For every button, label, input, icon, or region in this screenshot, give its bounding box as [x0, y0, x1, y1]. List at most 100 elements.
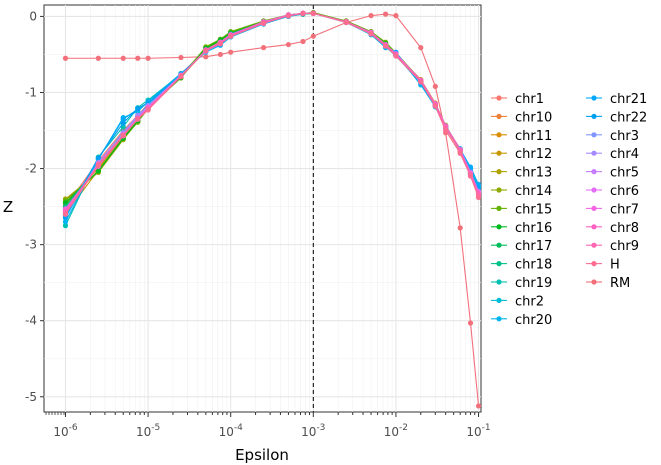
legend-item-chr11: chr11: [491, 129, 552, 144]
data-point-H: [475, 194, 482, 201]
series-H: [62, 10, 482, 217]
legend-item-chr19: chr19: [491, 276, 552, 291]
data-point-RM: [145, 55, 151, 61]
legend-key-point: [591, 187, 597, 193]
legend-key-point: [591, 224, 597, 230]
legend-item-chr2: chr2: [491, 294, 544, 309]
legend-key-point: [496, 261, 502, 267]
data-point-H: [145, 107, 151, 113]
legend-key-point: [591, 113, 597, 119]
legend-label: chr15: [515, 202, 552, 217]
legend-label: chr20: [515, 313, 552, 328]
data-point-RM: [217, 51, 223, 58]
legend-key-point: [591, 279, 597, 285]
data-point-RM: [260, 45, 267, 51]
legend-key-point: [496, 187, 502, 193]
legend-label: chr21: [610, 92, 647, 107]
panel-background: [43, 4, 482, 413]
data-point-H: [368, 31, 374, 37]
data-point-H: [62, 211, 69, 217]
data-point-H: [443, 127, 449, 134]
data-point-H: [178, 73, 184, 80]
x-tick-label: 10-4: [219, 423, 244, 439]
x-tick-label: 10-5: [136, 423, 160, 439]
legend-label: chr5: [610, 166, 639, 181]
data-point-H: [418, 79, 424, 85]
data-point-RM: [310, 33, 316, 39]
data-point-RM: [300, 38, 306, 45]
data-point-H: [285, 13, 292, 19]
legend-item-chr22: chr22: [586, 110, 647, 125]
data-point-chr22: [120, 120, 126, 126]
legend-item-chr4: chr4: [586, 147, 639, 162]
legend-key-point: [591, 205, 597, 211]
data-point-H: [300, 10, 306, 16]
legend-key-point: [591, 95, 597, 101]
legend-label: chr7: [610, 202, 639, 217]
data-point-RM: [62, 55, 69, 61]
legend-label: chr11: [515, 129, 552, 144]
legend-key-point: [496, 224, 502, 230]
data-point-chr20: [62, 219, 69, 225]
data-point-H: [457, 150, 463, 156]
legend-key-point: [496, 132, 502, 138]
legend-label: chr8: [610, 221, 639, 236]
y-tick-label: -1: [25, 85, 37, 99]
legend: chr1 chr10 chr11 chr12 chr13 chr14 chr15 chr16 c…: [491, 92, 647, 328]
legend-label: chr6: [610, 184, 639, 199]
data-point-H: [393, 53, 399, 59]
legend-key-point: [496, 279, 502, 285]
legend-label: H: [610, 258, 620, 273]
legend-item-chr9: chr9: [586, 239, 639, 254]
data-point-RM: [203, 54, 209, 60]
legend-item-chr8: chr8: [586, 221, 639, 236]
legend-item-chr7: chr7: [586, 202, 639, 217]
legend-item-chr18: chr18: [491, 258, 552, 273]
legend-label: chr1: [515, 92, 544, 107]
data-point-RM: [178, 54, 184, 61]
y-tick-label: -5: [25, 390, 37, 404]
axis-layer: 0 -1 -2 -3 -4 -5 10-6 10-5 10-4 10-3 10-2 10-1: [25, 9, 491, 439]
data-point-H: [260, 20, 267, 26]
legend-label: RM: [610, 276, 630, 291]
data-point-H: [217, 41, 223, 47]
data-point-H: [432, 103, 438, 109]
data-point-RM: [382, 11, 389, 17]
legend-label: chr12: [515, 147, 552, 162]
data-point-chr22: [135, 105, 141, 112]
data-point-H: [467, 173, 474, 179]
legend-item-chr15: chr15: [491, 202, 552, 217]
x-tick-label: 10-2: [384, 423, 408, 439]
legend-item-chr1: chr1: [491, 92, 544, 107]
data-point-RM: [418, 45, 424, 51]
legend-item-chr10: chr10: [491, 110, 552, 125]
legend-item-RM: RM: [586, 276, 630, 291]
data-point-chr19: [62, 223, 69, 229]
legend-label: chr9: [610, 239, 639, 254]
legend-item-chr17: chr17: [491, 239, 552, 254]
legend-key-point: [591, 261, 597, 267]
y-axis-title: Z: [3, 198, 13, 216]
data-point-H: [120, 133, 126, 139]
data-point-H: [95, 162, 101, 169]
x-tick-label: 10-3: [301, 423, 325, 439]
grid: [44, 5, 481, 412]
data-point-chr22: [95, 155, 101, 161]
y-tick-label: 0: [29, 9, 37, 23]
legend-key-point: [496, 205, 502, 211]
data-point-chr16: [95, 168, 101, 174]
legend-item-chr16: chr16: [491, 221, 552, 236]
legend-item-chr14: chr14: [491, 184, 552, 199]
legend-key-point: [496, 150, 502, 156]
legend-key-point: [591, 169, 597, 175]
legend-key-point: [496, 169, 502, 175]
legend-label: chr22: [610, 110, 647, 125]
legend-label: chr2: [515, 294, 544, 309]
legend-item-chr5: chr5: [586, 166, 639, 181]
data-point-RM: [432, 83, 438, 89]
data-point-H: [203, 48, 209, 54]
data-point-RM: [120, 55, 126, 61]
legend-label: chr13: [515, 166, 552, 181]
data-point-chr21: [120, 116, 126, 122]
